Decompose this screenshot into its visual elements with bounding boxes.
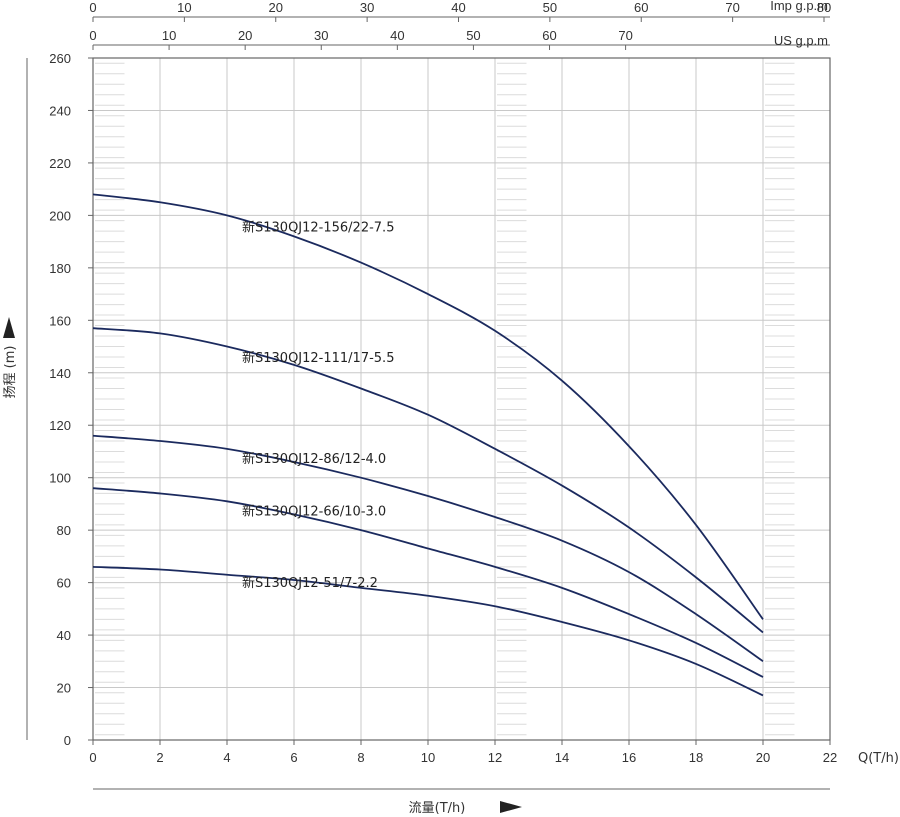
y-tick-label: 200 — [49, 208, 71, 223]
grid-lines — [92, 57, 831, 741]
y-axis-title: 扬程 (m) — [3, 346, 18, 399]
curve-labels: 新S130QJ12-156/22-7.5 新S130QJ12-111/17-5.5… — [242, 220, 394, 591]
x-axis-ticks: 0 2 4 6 8 10 12 14 16 18 20 22 — [89, 740, 837, 765]
x-tick-label: 20 — [756, 750, 770, 765]
minor-tick-marks — [95, 62, 795, 736]
y-tick-label: 100 — [49, 471, 71, 486]
pump-curve-5 — [92, 565, 764, 697]
y-tick-label: 160 — [49, 313, 71, 328]
top-axis-unit-label: US g.p.m — [774, 33, 828, 48]
pump-curves — [92, 193, 764, 697]
y-tick-label: 140 — [49, 366, 71, 381]
y-tick-label: 60 — [57, 576, 71, 591]
x-unit-label: Q(T/h) — [858, 751, 899, 766]
x-tick-label: 2 — [156, 750, 163, 765]
y-axis-ticks: 0 20 40 60 80 100 120 140 160 180 200 220 240 260 — [49, 51, 93, 748]
x-axis-title: 流量(T/h) — [409, 801, 466, 816]
top-axis-tick-label: 80 — [817, 0, 831, 15]
x-tick-label: 4 — [223, 750, 230, 765]
x-tick-label: 12 — [488, 750, 502, 765]
x-tick-label: 22 — [823, 750, 837, 765]
top-axis-tick-label: 40 — [390, 28, 404, 43]
curve-label-1: 新S130QJ12-156/22-7.5 — [242, 220, 394, 236]
plot-frame — [92, 57, 831, 741]
x-tick-label: 6 — [290, 750, 297, 765]
top-flow-axes: 0 10 20 30 40 50 60 70 US g.p.m0 10 20 30 40 50 60 70 80… — [89, 0, 831, 50]
curve-label-2: 新S130QJ12-111/17-5.5 — [242, 350, 394, 366]
pump-curve-1 — [92, 193, 764, 620]
plot-border — [92, 57, 831, 741]
pump-curve-4 — [92, 487, 764, 678]
y-tick-label: 20 — [57, 681, 71, 696]
top-axis-tick-label: 60 — [542, 28, 556, 43]
curve-label-5: 新S130QJ12-51/7-2.2 — [242, 575, 378, 591]
top-axis-tick-label: 30 — [360, 0, 374, 15]
x-tick-label: 18 — [689, 750, 703, 765]
x-tick-label: 8 — [357, 750, 364, 765]
top-axis-tick-label: 0 — [89, 0, 96, 15]
y-tick-label: 120 — [49, 418, 71, 433]
top-axis-tick-label: 20 — [269, 0, 283, 15]
y-tick-label: 40 — [57, 628, 71, 643]
top-axis-tick-label: 50 — [466, 28, 480, 43]
x-tick-label: 14 — [555, 750, 569, 765]
top-axis-tick-label: 70 — [618, 28, 632, 43]
top-axis-tick-label: 40 — [451, 0, 465, 15]
y-tick-label: 220 — [49, 156, 71, 171]
top-axis-tick-label: 50 — [543, 0, 557, 15]
y-axis-arrow-icon — [3, 317, 15, 338]
y-tick-label: 260 — [49, 51, 71, 66]
y-tick-label: 80 — [57, 523, 71, 538]
top-axis-tick-label: 0 — [89, 28, 96, 43]
x-axis-arrow-icon — [500, 801, 522, 813]
top-axis-tick-label: 70 — [725, 0, 739, 15]
top-axis-tick-label: 10 — [162, 28, 176, 43]
curve-label-3: 新S130QJ12-86/12-4.0 — [242, 451, 386, 467]
top-axis-tick-label: 10 — [177, 0, 191, 15]
pump-curve-2 — [92, 327, 764, 634]
x-tick-label: 0 — [89, 750, 96, 765]
pump-curve-3 — [92, 434, 764, 663]
top-axis-tick-label: 20 — [238, 28, 252, 43]
x-tick-label: 10 — [421, 750, 435, 765]
y-tick-label: 0 — [64, 733, 71, 748]
top-axis-tick-label: 60 — [634, 0, 648, 15]
y-tick-label: 180 — [49, 261, 71, 276]
y-tick-label: 240 — [49, 103, 71, 118]
curve-label-4: 新S130QJ12-66/10-3.0 — [242, 504, 386, 520]
x-tick-label: 16 — [622, 750, 636, 765]
top-axis-tick-label: 30 — [314, 28, 328, 43]
top-axis-unit-label: Imp g.p.m — [770, 0, 828, 13]
